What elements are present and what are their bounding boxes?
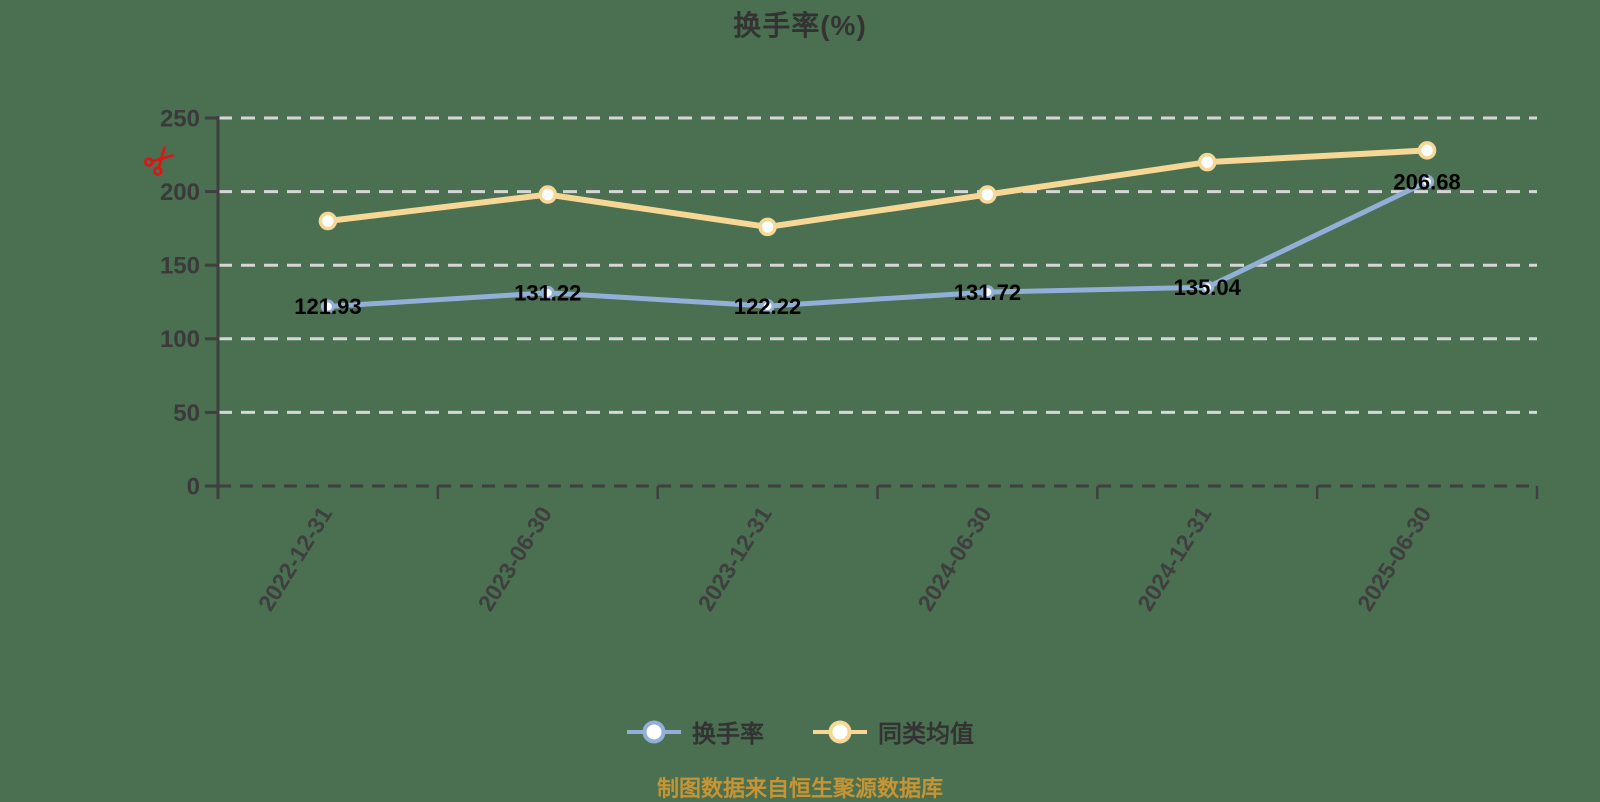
y-axis-label: 200 (160, 179, 200, 206)
data-point-marker[interactable] (1198, 152, 1217, 172)
data-point-marker[interactable] (318, 211, 338, 231)
chart-title: 换手率(%) (733, 10, 867, 41)
y-axis-label: 0 (187, 473, 200, 500)
series-line (324, 147, 1431, 230)
data-point-marker[interactable] (540, 285, 555, 300)
data-point-marker[interactable] (1417, 141, 1437, 160)
x-axis-label: 2023-12-31 (692, 502, 777, 616)
series-同类均值[interactable] (318, 141, 1437, 237)
legend-marker-turnover-icon (627, 720, 681, 743)
data-point-marker[interactable] (980, 285, 995, 300)
legend-marker-category-average-icon (813, 720, 867, 743)
data-point-marker[interactable] (978, 185, 997, 204)
data-point-marker[interactable] (760, 299, 775, 314)
y-axis-label: 150 (160, 253, 200, 280)
data-point-marker[interactable] (758, 217, 777, 237)
data-point-value-label: 121.93 (294, 294, 361, 319)
series-换手率[interactable] (320, 174, 1435, 314)
y-axis-label: 250 (160, 105, 200, 132)
x-axis-label: 2025-06-30 (1352, 502, 1436, 616)
x-axis-label: 2023-06-30 (473, 502, 557, 616)
x-axis-label: 2024-06-30 (912, 502, 996, 616)
legend-item-category-average[interactable]: 同类均值 (812, 714, 974, 749)
data-point-value-label: 131.22 (514, 281, 581, 306)
data-point-marker[interactable] (538, 185, 557, 204)
data-point-value-label: 131.72 (954, 280, 1021, 305)
data-point-marker[interactable] (320, 299, 335, 314)
data-point-value-label: 135.04 (1174, 275, 1242, 300)
data-point-marker[interactable] (1200, 280, 1215, 295)
legend-label-turnover: 换手率 (692, 721, 764, 748)
y-axis-label: 50 (173, 400, 200, 427)
data-point-value-label: 122.22 (734, 294, 801, 319)
legend-label-category-average: 同类均值 (878, 721, 974, 748)
scissors-icon (144, 146, 174, 176)
legend-item-turnover[interactable]: 换手率 (626, 714, 764, 749)
y-axis-label: 100 (160, 326, 200, 353)
x-axis-label: 2024-12-31 (1132, 502, 1217, 616)
chart-legend: 换手率 同类均值 (0, 714, 1600, 749)
source-note: 制图数据来自恒生聚源数据库 (656, 776, 943, 801)
data-point-marker[interactable] (1420, 174, 1435, 189)
series-line (325, 179, 1430, 310)
x-axis-label: 2022-12-31 (253, 502, 338, 616)
data-point-value-label: 206.68 (1393, 169, 1460, 194)
